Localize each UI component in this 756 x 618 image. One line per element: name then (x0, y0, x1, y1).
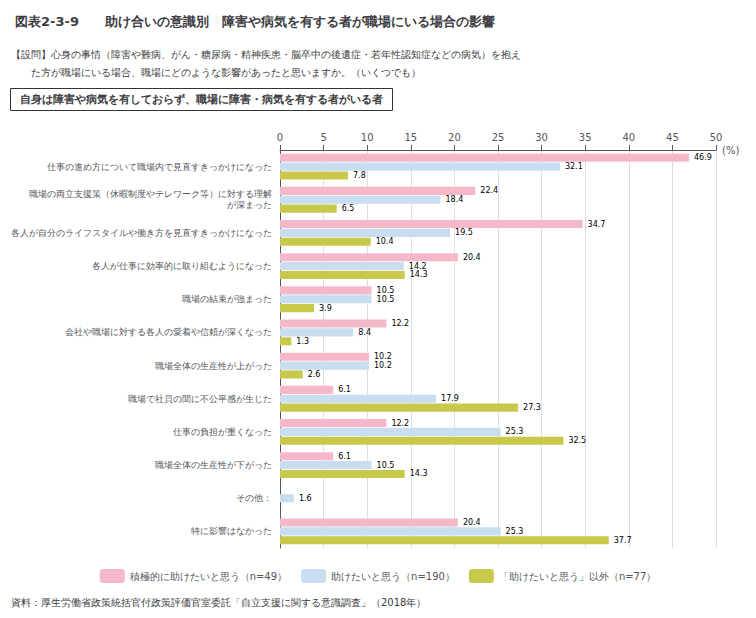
svg-text:10.5: 10.5 (377, 461, 395, 470)
svg-text:34.7: 34.7 (588, 220, 606, 229)
svg-text:6.5: 6.5 (342, 204, 355, 213)
svg-text:6.1: 6.1 (338, 385, 351, 394)
svg-text:1.6: 1.6 (299, 494, 312, 503)
svg-text:「助けたいと思う」以外（n=77）: 「助けたいと思う」以外（n=77） (499, 571, 656, 582)
svg-text:10.2: 10.2 (374, 352, 392, 361)
svg-text:15: 15 (404, 132, 417, 143)
svg-text:45: 45 (666, 132, 679, 143)
svg-text:12.2: 12.2 (391, 319, 409, 328)
svg-text:会社や職場に対する各人の愛着や信頼が深くなった: 会社や職場に対する各人の愛着や信頼が深くなった (65, 327, 272, 337)
svg-text:10.5: 10.5 (377, 286, 395, 295)
svg-text:自身は障害や病気を有しておらず、職場に障害・病気を有する者が: 自身は障害や病気を有しておらず、職場に障害・病気を有する者がいる者 (20, 93, 383, 106)
svg-text:32.5: 32.5 (568, 436, 586, 445)
svg-text:50: 50 (710, 132, 723, 143)
svg-text:2.6: 2.6 (308, 370, 321, 379)
svg-text:12.2: 12.2 (391, 419, 409, 428)
svg-text:各人が仕事に効率的に取り組むようになった: 各人が仕事に効率的に取り組むようになった (92, 261, 272, 271)
svg-text:10: 10 (361, 132, 374, 143)
svg-text:6.1: 6.1 (338, 452, 351, 461)
svg-text:10.5: 10.5 (377, 295, 395, 304)
svg-text:14.3: 14.3 (410, 469, 428, 478)
svg-text:が深まった: が深まった (227, 200, 272, 210)
svg-text:10.2: 10.2 (374, 361, 392, 370)
svg-text:25.3: 25.3 (506, 527, 524, 536)
svg-text:5: 5 (320, 132, 326, 143)
svg-text:30: 30 (535, 132, 548, 143)
svg-text:各人が自分のライフスタイルや働き方を見直すきっかけになった: 各人が自分のライフスタイルや働き方を見直すきっかけになった (11, 228, 272, 238)
svg-text:積極的に助けたいと思う（n=49）: 積極的に助けたいと思う（n=49） (130, 571, 287, 582)
svg-text:1.3: 1.3 (296, 337, 309, 346)
svg-text:3.9: 3.9 (319, 304, 332, 313)
svg-text:(%): (%) (722, 145, 739, 156)
svg-text:職場全体の生産性が上がった: 職場全体の生産性が上がった (155, 361, 272, 371)
svg-text:職場の両立支援策（休暇制度やテレワーク等）に対する理解: 職場の両立支援策（休暇制度やテレワーク等）に対する理解 (29, 189, 272, 199)
svg-text:その他：: その他： (236, 493, 272, 503)
svg-text:25: 25 (492, 132, 505, 143)
svg-text:資料：厚生労働省政策統括官付政策評価官室委託「自立支援に関す: 資料：厚生労働省政策統括官付政策評価官室委託「自立支援に関する意識調査」（201… (11, 597, 426, 608)
svg-text:8.4: 8.4 (358, 328, 371, 337)
svg-text:14.2: 14.2 (409, 262, 427, 271)
svg-text:18.4: 18.4 (445, 195, 463, 204)
svg-text:20.4: 20.4 (463, 253, 481, 262)
svg-text:10.4: 10.4 (376, 237, 394, 246)
svg-text:職場の結束が強まった: 職場の結束が強まった (182, 294, 272, 304)
svg-text:特に影響はなかった: 特に影響はなかった (191, 526, 272, 536)
svg-text:37.7: 37.7 (614, 536, 632, 545)
svg-text:図表2-3-9: 図表2-3-9 (15, 14, 79, 29)
svg-text:17.9: 17.9 (441, 394, 459, 403)
svg-text:27.3: 27.3 (523, 403, 541, 412)
svg-text:19.5: 19.5 (455, 228, 473, 237)
svg-text:20: 20 (448, 132, 461, 143)
svg-text:20.4: 20.4 (463, 518, 481, 527)
svg-text:助けたいと思う（n=190）: 助けたいと思う（n=190） (331, 571, 455, 582)
svg-text:14.3: 14.3 (410, 270, 428, 279)
svg-text:仕事の進め方について職場内で見直すきっかけになった: 仕事の進め方について職場内で見直すきっかけになった (47, 162, 272, 172)
svg-text:25.3: 25.3 (506, 427, 524, 436)
svg-text:仕事の負担が重くなった: 仕事の負担が重くなった (173, 427, 272, 437)
svg-text:35: 35 (579, 132, 592, 143)
svg-text:0: 0 (277, 132, 283, 143)
svg-text:7.8: 7.8 (353, 171, 366, 180)
svg-text:職場全体の生産性が下がった: 職場全体の生産性が下がった (155, 460, 272, 470)
svg-text:40: 40 (622, 132, 635, 143)
svg-text:助け合いの意識別 障害や病気を有する者が職場にいる場合の影響: 助け合いの意識別 障害や病気を有する者が職場にいる場合の影響 (104, 14, 495, 29)
svg-text:46.9: 46.9 (694, 153, 712, 162)
svg-text:32.1: 32.1 (565, 162, 583, 171)
svg-text:職場で社員の間に不公平感が生じた: 職場で社員の間に不公平感が生じた (128, 394, 272, 404)
svg-text:た方が職場にいる場合、職場にどのような影響があったと思います: た方が職場にいる場合、職場にどのような影響があったと思いますか。（いくつでも） (11, 67, 421, 78)
svg-text:22.4: 22.4 (480, 186, 498, 195)
svg-text:【設問】心身の事情（障害や難病、がん・糖尿病・精神疾患・脳卒: 【設問】心身の事情（障害や難病、がん・糖尿病・精神疾患・脳卒中の後遺症・若年性認… (11, 49, 521, 60)
